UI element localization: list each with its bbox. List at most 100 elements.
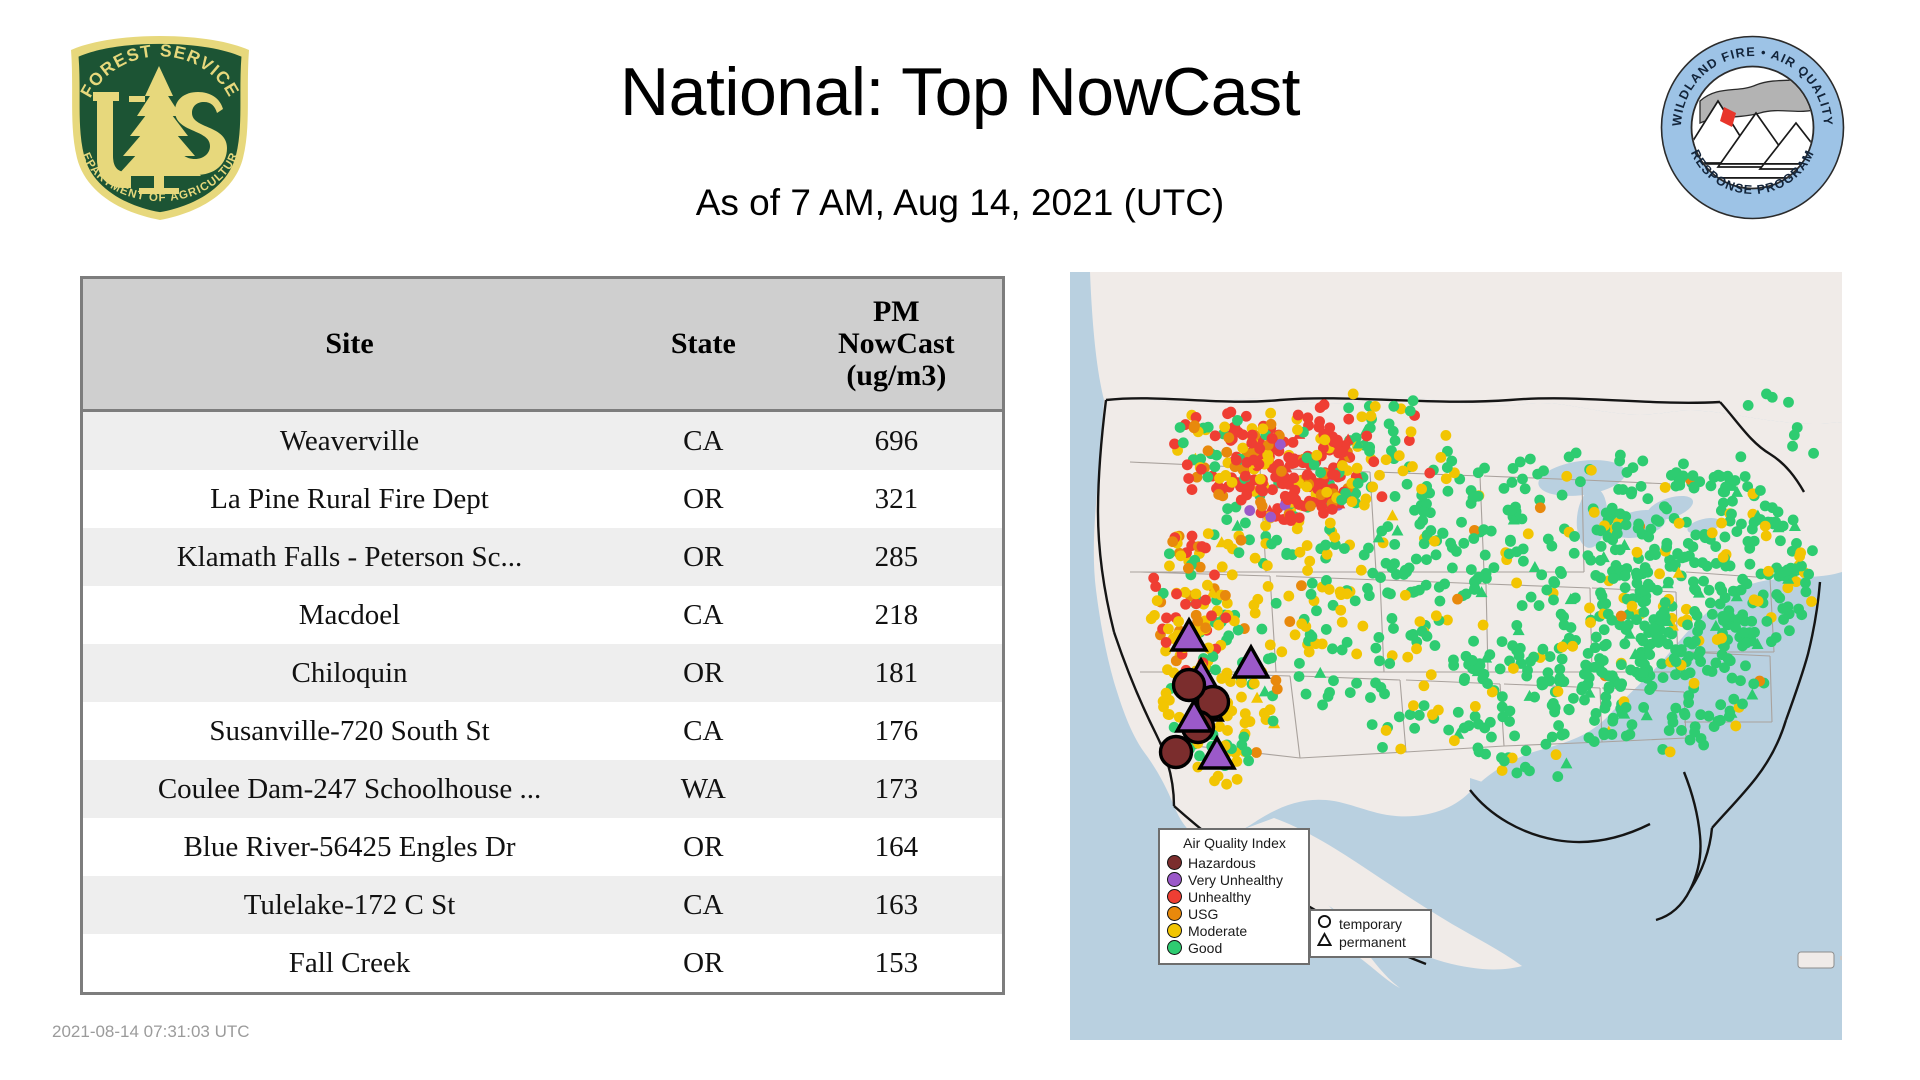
monitor-dot[interactable] [1236, 677, 1247, 688]
monitor-dot[interactable] [1384, 418, 1395, 429]
monitor-dot[interactable] [1150, 581, 1161, 592]
monitor-dot[interactable] [1532, 469, 1543, 480]
monitor-dot[interactable] [1225, 407, 1236, 418]
monitor-dot[interactable] [1232, 774, 1243, 785]
monitor-dot[interactable] [1183, 473, 1194, 484]
monitor-dot[interactable] [1335, 587, 1346, 598]
monitor-dot[interactable] [1311, 450, 1322, 461]
monitor-dot[interactable] [1660, 597, 1671, 608]
monitor-dot[interactable] [1237, 429, 1248, 440]
monitor-dot[interactable] [1320, 540, 1331, 551]
monitor-dot[interactable] [1431, 610, 1442, 621]
monitor-dot[interactable] [1370, 678, 1381, 689]
monitor-dot[interactable] [1324, 687, 1335, 698]
monitor-dot[interactable] [1690, 585, 1701, 596]
monitor-dot[interactable] [1652, 585, 1663, 596]
monitor-dot[interactable] [1426, 669, 1437, 680]
monitor-dot[interactable] [1564, 704, 1575, 715]
monitor-dot[interactable] [1417, 626, 1428, 637]
monitor-dot[interactable] [1535, 502, 1546, 513]
monitor-dot[interactable] [1353, 478, 1364, 489]
monitor-dot[interactable] [1330, 469, 1341, 480]
monitor-dot[interactable] [1263, 581, 1274, 592]
monitor-dot[interactable] [1589, 507, 1600, 518]
table-row[interactable]: Susanville-720 South StCA176 [83, 702, 1002, 760]
monitor-dot[interactable] [1557, 490, 1568, 501]
monitor-dot[interactable] [1223, 539, 1234, 550]
monitor-dot[interactable] [1324, 584, 1335, 595]
monitor-dot[interactable] [1453, 707, 1464, 718]
monitor-dot[interactable] [1243, 755, 1254, 766]
monitor-dot[interactable] [1388, 401, 1399, 412]
monitor-dot[interactable] [1584, 603, 1595, 614]
monitor-dot[interactable] [1430, 640, 1441, 651]
monitor-dot[interactable] [1395, 744, 1406, 755]
monitor-dot[interactable] [1520, 483, 1531, 494]
monitor-dot[interactable] [1720, 592, 1731, 603]
monitor-dot[interactable] [1306, 589, 1317, 600]
monitor-dot[interactable] [1357, 621, 1368, 632]
monitor-dot[interactable] [1295, 547, 1306, 558]
monitor-dot[interactable] [1152, 595, 1163, 606]
monitor-dot[interactable] [1689, 606, 1700, 617]
national-aqi-map[interactable]: Air Quality Index HazardousVery Unhealth… [1070, 272, 1842, 1040]
monitor-dot[interactable] [1161, 637, 1172, 648]
monitor-dot[interactable] [1374, 655, 1385, 666]
monitor-dot[interactable] [1360, 493, 1371, 504]
monitor-dot[interactable] [1740, 471, 1751, 482]
monitor-dot[interactable] [1220, 612, 1231, 623]
monitor-dot[interactable] [1429, 536, 1440, 547]
monitor-dot[interactable] [1547, 700, 1558, 711]
monitor-dot[interactable] [1621, 519, 1632, 530]
monitor-dot[interactable] [1543, 667, 1554, 678]
monitor-dot[interactable] [1723, 605, 1734, 616]
monitor-dot[interactable] [1583, 550, 1594, 561]
monitor-dot[interactable] [1309, 459, 1320, 470]
monitor-dot[interactable] [1448, 654, 1459, 665]
monitor-dot[interactable] [1760, 521, 1771, 532]
monitor-dot[interactable] [1622, 467, 1633, 478]
monitor-dot[interactable] [1263, 454, 1274, 465]
monitor-dot[interactable] [1608, 573, 1619, 584]
monitor-dot[interactable] [1180, 599, 1191, 610]
monitor-dot[interactable] [1473, 719, 1484, 730]
monitor-dot[interactable] [1569, 548, 1580, 559]
monitor-dot[interactable] [1596, 541, 1607, 552]
monitor-dot[interactable] [1351, 649, 1362, 660]
monitor-dot[interactable] [1173, 616, 1184, 627]
monitor-dot[interactable] [1469, 583, 1480, 594]
monitor-dot[interactable] [1718, 498, 1729, 509]
monitor-dot[interactable] [1484, 649, 1495, 660]
monitor-dot[interactable] [1409, 505, 1420, 516]
monitor-dot[interactable] [1435, 596, 1446, 607]
monitor-dot[interactable] [1656, 658, 1667, 669]
monitor-dot[interactable] [1736, 585, 1747, 596]
monitor-dot[interactable] [1327, 643, 1338, 654]
monitor-dot[interactable] [1506, 505, 1517, 516]
monitor-dot[interactable] [1366, 411, 1377, 422]
monitor-dot[interactable] [1288, 437, 1299, 448]
monitor-dot[interactable] [1203, 422, 1214, 433]
monitor-dot[interactable] [1415, 616, 1426, 627]
monitor-dot[interactable] [1671, 656, 1682, 667]
monitor-dot[interactable] [1348, 389, 1359, 400]
monitor-dot[interactable] [1294, 658, 1305, 669]
monitor-dot[interactable] [1509, 730, 1520, 741]
monitor-dot[interactable] [1707, 527, 1718, 538]
monitor-dot[interactable] [1364, 446, 1375, 457]
monitor-dot[interactable] [1223, 432, 1234, 443]
monitor-dot[interactable] [1586, 465, 1597, 476]
monitor-dot[interactable] [1321, 624, 1332, 635]
monitor-dot[interactable] [1414, 710, 1425, 721]
monitor-dot[interactable] [1440, 430, 1451, 441]
monitor-dot[interactable] [1706, 480, 1717, 491]
monitor-dot[interactable] [1183, 563, 1194, 574]
monitor-dot[interactable] [1164, 561, 1175, 572]
monitor-dot[interactable] [1189, 420, 1200, 431]
monitor-dot[interactable] [1547, 732, 1558, 743]
monitor-dot[interactable] [1294, 671, 1305, 682]
monitor-dot[interactable] [1386, 562, 1397, 573]
monitor-dot[interactable] [1197, 541, 1208, 552]
monitor-dot[interactable] [1217, 561, 1228, 572]
monitor-dot[interactable] [1434, 582, 1445, 593]
